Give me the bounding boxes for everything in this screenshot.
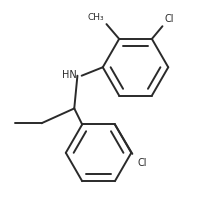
Text: CH₃: CH₃ <box>88 13 104 22</box>
Text: Cl: Cl <box>165 14 174 24</box>
Text: HN: HN <box>62 70 76 80</box>
Text: Cl: Cl <box>138 158 147 168</box>
